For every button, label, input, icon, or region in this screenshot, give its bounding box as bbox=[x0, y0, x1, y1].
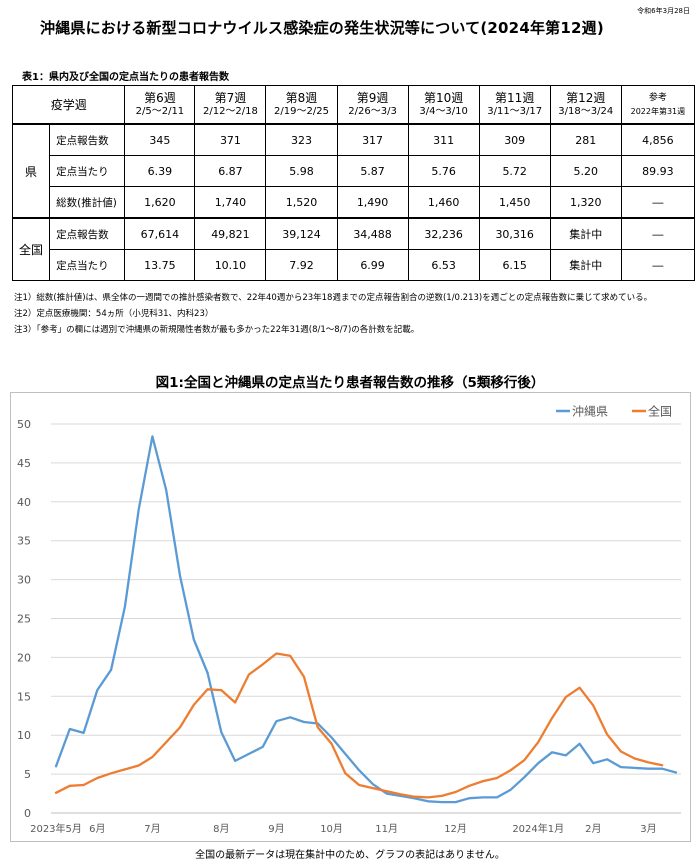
x-tick-label: 2月 bbox=[585, 823, 601, 835]
table-cell: 34,488 bbox=[336, 217, 409, 250]
table-cell: 67,614 bbox=[124, 217, 196, 250]
legend-label: 全国 bbox=[648, 404, 672, 419]
reference-cell: ― bbox=[620, 186, 696, 219]
chart-frame: 0 5 10 15 20 25 30 35 40 45 50 2023年5月 6月 7月 8月 9月 10月 11… bbox=[10, 392, 691, 842]
reference-header: 参考 2022年第31週 bbox=[620, 85, 696, 125]
y-tick-label: 35 bbox=[17, 535, 31, 548]
table-cell: 5.87 bbox=[336, 155, 409, 187]
week-header: 第12週 3/18～3/24 bbox=[549, 85, 622, 125]
note-3: 注3）「参考」の欄には週別で沖縄県の新規陽性者数が最も多かった22年31週(8/… bbox=[14, 325, 420, 335]
table-cell: 281 bbox=[549, 123, 622, 156]
table-cell: 6.99 bbox=[336, 249, 409, 281]
table-cell: 6.87 bbox=[194, 155, 267, 187]
reference-cell: ― bbox=[620, 249, 696, 281]
y-tick-label: 10 bbox=[17, 729, 31, 742]
note-1: 注1）総数(推計値)は、県全体の一週間での推計感染者数で、22年40週から23年… bbox=[14, 293, 653, 303]
legend-label: 沖縄県 bbox=[572, 404, 608, 419]
table-cell: 5.76 bbox=[407, 155, 480, 187]
table-cell: 311 bbox=[407, 123, 480, 156]
row-label: 定点報告数 bbox=[49, 217, 126, 250]
table-cell: 1,320 bbox=[549, 186, 622, 219]
chart-footnote: 全国の最新データは現在集計中のため、グラフの表記はありません。 bbox=[195, 850, 505, 861]
report-date: 令和6年3月28日 bbox=[637, 7, 690, 15]
reference-cell: ― bbox=[620, 217, 696, 250]
table-cell: 345 bbox=[124, 123, 196, 156]
series-line bbox=[54, 435, 678, 804]
table-cell: 1,490 bbox=[336, 186, 409, 219]
table-cell: 49,821 bbox=[194, 217, 267, 250]
table-cell: 10.10 bbox=[194, 249, 267, 281]
series-line bbox=[54, 652, 664, 799]
table-cell: 6.53 bbox=[407, 249, 480, 281]
week-header: 第7週 2/12～2/18 bbox=[194, 85, 267, 125]
y-tick-label: 25 bbox=[17, 613, 31, 626]
corner-header: 疫学週 bbox=[11, 85, 126, 125]
table-cell: 309 bbox=[478, 123, 551, 156]
x-tick-label: 9月 bbox=[268, 823, 284, 835]
table-cell: 5.20 bbox=[549, 155, 622, 187]
table-cell: 39,124 bbox=[265, 217, 338, 250]
row-label: 定点報告数 bbox=[49, 123, 126, 156]
table-header-row: 疫学週 第6週 2/5～2/11 第7週 2/12～2/18 第8週 2/19～2/2… bbox=[11, 85, 696, 125]
x-tick-label: 3月 bbox=[640, 823, 656, 835]
page-title: 沖縄県における新型コロナウイルス感染症の発生状況等について(2024年第12週) bbox=[40, 19, 604, 37]
week-header: 第9週 2/26～3/3 bbox=[336, 85, 409, 125]
table-cell: 371 bbox=[194, 123, 267, 156]
week-header: 第6週 2/5～2/11 bbox=[124, 85, 196, 125]
y-tick-label: 50 bbox=[17, 418, 31, 431]
table-cell: 7.92 bbox=[265, 249, 338, 281]
y-tick-label: 0 bbox=[24, 807, 31, 820]
x-tick-label: 12月 bbox=[444, 823, 467, 835]
x-tick-label: 2023年5月 bbox=[30, 822, 82, 835]
y-tick-label: 40 bbox=[17, 496, 31, 509]
note-2: 注2）定点医療機関：54ヵ所（小児科31、内科23） bbox=[14, 309, 214, 319]
table-cell: 5.98 bbox=[265, 155, 338, 187]
row-label: 総数(推計値) bbox=[49, 186, 126, 219]
table-caption: 表1：県内及び全国の定点当たりの患者報告数 bbox=[22, 72, 229, 83]
reference-cell: 4,856 bbox=[620, 123, 696, 156]
report-table: 疫学週 第6週 2/5～2/11 第7週 2/12～2/18 第8週 2/19～2/2… bbox=[11, 85, 696, 281]
y-tick-label: 45 bbox=[17, 457, 31, 470]
table-cell: 13.75 bbox=[124, 249, 196, 281]
week-header: 第8週 2/19～2/25 bbox=[265, 85, 338, 125]
y-tick-label: 30 bbox=[17, 574, 31, 587]
table-cell: 5.72 bbox=[478, 155, 551, 187]
group-label: 全国 bbox=[11, 217, 51, 281]
y-tick-label: 20 bbox=[17, 651, 31, 664]
table-cell: 6.39 bbox=[124, 155, 196, 187]
week-header: 第10週 3/4～3/10 bbox=[407, 85, 480, 125]
table-cell: 323 bbox=[265, 123, 338, 156]
x-tick-label: 6月 bbox=[89, 823, 105, 835]
row-label: 定点当たり bbox=[49, 249, 126, 281]
table-cell: 1,450 bbox=[478, 186, 551, 219]
line-chart: 0 5 10 15 20 25 30 35 40 45 50 2023年5月 6月 7月 8月 9月 10月 11… bbox=[17, 404, 681, 835]
table-cell: 1,460 bbox=[407, 186, 480, 219]
table-row: 総数(推計値) 1,620 1,740 1,520 1,490 1,460 1,450 1,3… bbox=[13, 186, 696, 219]
x-tick-label: 8月 bbox=[213, 823, 229, 835]
table-row: 全国 定点報告数 67,614 49,821 39,124 34,488 32,236 30,… bbox=[11, 217, 696, 281]
table-row: 定点当たり 6.39 6.87 5.98 5.87 5.76 5.72 5.20 89.93 bbox=[13, 155, 696, 187]
chart-title: 図1:全国と沖縄県の定点当たり患者報告数の推移（5類移行後） bbox=[155, 375, 545, 391]
reference-cell: 89.93 bbox=[620, 155, 696, 187]
table-cell: 集計中 bbox=[549, 249, 622, 281]
table-cell: 1,620 bbox=[124, 186, 196, 219]
x-tick-label: 2024年1月 bbox=[512, 822, 564, 835]
table-cell: 32,236 bbox=[407, 217, 480, 250]
y-tick-label: 15 bbox=[17, 690, 31, 703]
x-tick-label: 7月 bbox=[144, 823, 160, 835]
x-tick-label: 11月 bbox=[375, 823, 398, 835]
table-row: 県定点報告数 345 371 323 317 311 309 281 4,856 bbox=[11, 123, 696, 219]
table-cell: 6.15 bbox=[478, 249, 551, 281]
table-cell: 317 bbox=[336, 123, 409, 156]
y-tick-label: 5 bbox=[24, 768, 31, 781]
table-cell: 1,740 bbox=[194, 186, 267, 219]
week-header: 第11週 3/11～3/17 bbox=[478, 85, 551, 125]
table-cell: 集計中 bbox=[549, 217, 622, 250]
table-row: 定点当たり 13.75 10.10 7.92 6.99 6.53 6.15 集計中 ― bbox=[13, 249, 696, 281]
x-tick-label: 10月 bbox=[320, 823, 343, 835]
group-label: 県 bbox=[11, 123, 51, 219]
table-cell: 30,316 bbox=[478, 217, 551, 250]
row-label: 定点当たり bbox=[49, 155, 126, 187]
table-cell: 1,520 bbox=[265, 186, 338, 219]
